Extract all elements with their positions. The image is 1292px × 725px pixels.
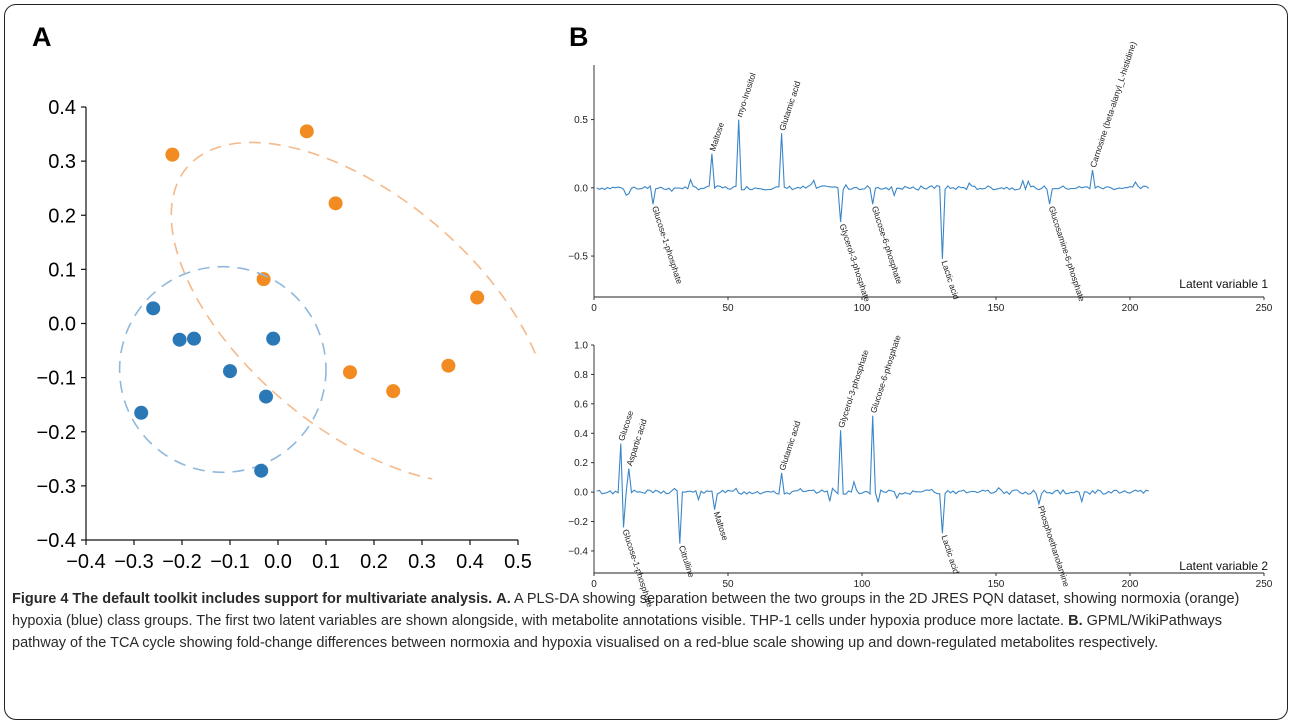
caption-b-text: GPML/WikiPathways pathway of the TCA cyc… [12, 613, 1223, 651]
x-tick-label: 250 [1256, 303, 1273, 314]
scatter-point [328, 196, 343, 211]
panel-label-b: B [569, 22, 589, 52]
panel-label-a: A [32, 22, 52, 52]
y-tick-label: 0.0 [574, 488, 588, 499]
scatter-point [172, 332, 187, 347]
x-tick-label: 0 [591, 579, 597, 590]
y-tick-label: −0.5 [568, 252, 588, 263]
figure-caption: Figure 4 The default toolkit includes su… [12, 588, 1274, 654]
caption-a-label: A. [496, 591, 511, 607]
metabolite-annotation: Citrulline [677, 544, 697, 579]
metabolite-annotation: Glycerol-3-phosphate [836, 348, 871, 429]
x-tick-label: −0.2 [162, 551, 201, 573]
metabolite-annotation: Lactic acid [939, 534, 961, 576]
scatter-point [165, 147, 180, 162]
y-tick-label: −0.1 [37, 368, 76, 390]
scatter-point [386, 384, 401, 399]
metabolite-annotation: Glucose-6-phosphate [868, 334, 903, 415]
scatter-point [223, 364, 237, 379]
y-tick-label: 0.1 [48, 259, 76, 281]
metabolite-annotation: Phosphoethanolamine [1036, 504, 1072, 588]
y-tick-label: −0.4 [568, 546, 588, 557]
y-tick-label: 0.0 [574, 183, 588, 194]
confidence-ellipse [118, 265, 327, 474]
y-tick-label: 0.8 [574, 370, 588, 381]
x-tick-label: 50 [722, 303, 734, 314]
x-tick-label: −0.4 [66, 551, 105, 573]
x-tick-label: 100 [854, 303, 871, 314]
y-tick-label: 0.0 [48, 314, 76, 336]
y-tick-label: −0.2 [37, 422, 76, 444]
y-tick-label: 0.2 [574, 458, 588, 469]
x-tick-label: 150 [988, 303, 1005, 314]
latent-variable-line [596, 415, 1149, 544]
scatter-point [256, 272, 271, 287]
x-tick-label: 150 [988, 579, 1005, 590]
y-tick-label: 0.4 [48, 97, 76, 119]
caption-a-text: A PLS-DA showing separation between the … [12, 591, 1240, 629]
scatter-point [266, 331, 281, 346]
latent-variable-line [596, 119, 1150, 259]
scatter-point [343, 365, 357, 380]
scatter-point [134, 405, 149, 420]
caption-title: Figure 4 The default toolkit includes su… [12, 591, 493, 607]
x-tick-label: 250 [1256, 579, 1273, 590]
metabolite-annotation: Maltose [712, 510, 731, 542]
x-tick-label: 100 [854, 579, 871, 590]
y-tick-label: −0.2 [568, 517, 588, 528]
x-tick-label: −0.3 [114, 551, 153, 573]
latent-variable-label: Latent variable 2 [1179, 559, 1268, 573]
scatter-point [187, 331, 201, 346]
scatter-point [259, 389, 273, 404]
figure-frame [4, 4, 1288, 720]
y-tick-label: 0.6 [574, 399, 588, 410]
x-tick-label: 0.5 [504, 551, 532, 573]
scatter-point [146, 301, 161, 316]
x-tick-label: 0.0 [264, 551, 292, 573]
x-tick-label: 0.1 [312, 551, 340, 573]
y-tick-label: 1.0 [574, 341, 588, 352]
y-tick-label: −0.4 [37, 530, 76, 552]
y-tick-label: 0.3 [48, 151, 76, 173]
scatter-point [299, 124, 314, 139]
x-tick-label: 0.3 [408, 551, 436, 573]
x-tick-label: 200 [1122, 303, 1139, 314]
latent-variable-label: Latent variable 1 [1179, 277, 1268, 291]
y-tick-label: 0.2 [48, 205, 76, 227]
x-tick-label: 200 [1122, 579, 1139, 590]
y-tick-label: −0.3 [37, 476, 76, 498]
metabolite-annotation: Glutamic acid [777, 419, 803, 471]
scatter-point [254, 463, 269, 478]
x-tick-label: 0.4 [456, 551, 484, 573]
x-tick-label: 0.2 [360, 551, 388, 573]
y-tick-label: 0.4 [574, 429, 588, 440]
x-tick-label: 50 [722, 579, 734, 590]
y-tick-label: 0.5 [574, 115, 588, 126]
scatter-point [470, 290, 485, 305]
scatter-point [441, 358, 456, 373]
x-tick-label: −0.1 [210, 551, 249, 573]
x-tick-label: 0 [591, 303, 597, 314]
caption-b-label: B. [1068, 613, 1083, 629]
